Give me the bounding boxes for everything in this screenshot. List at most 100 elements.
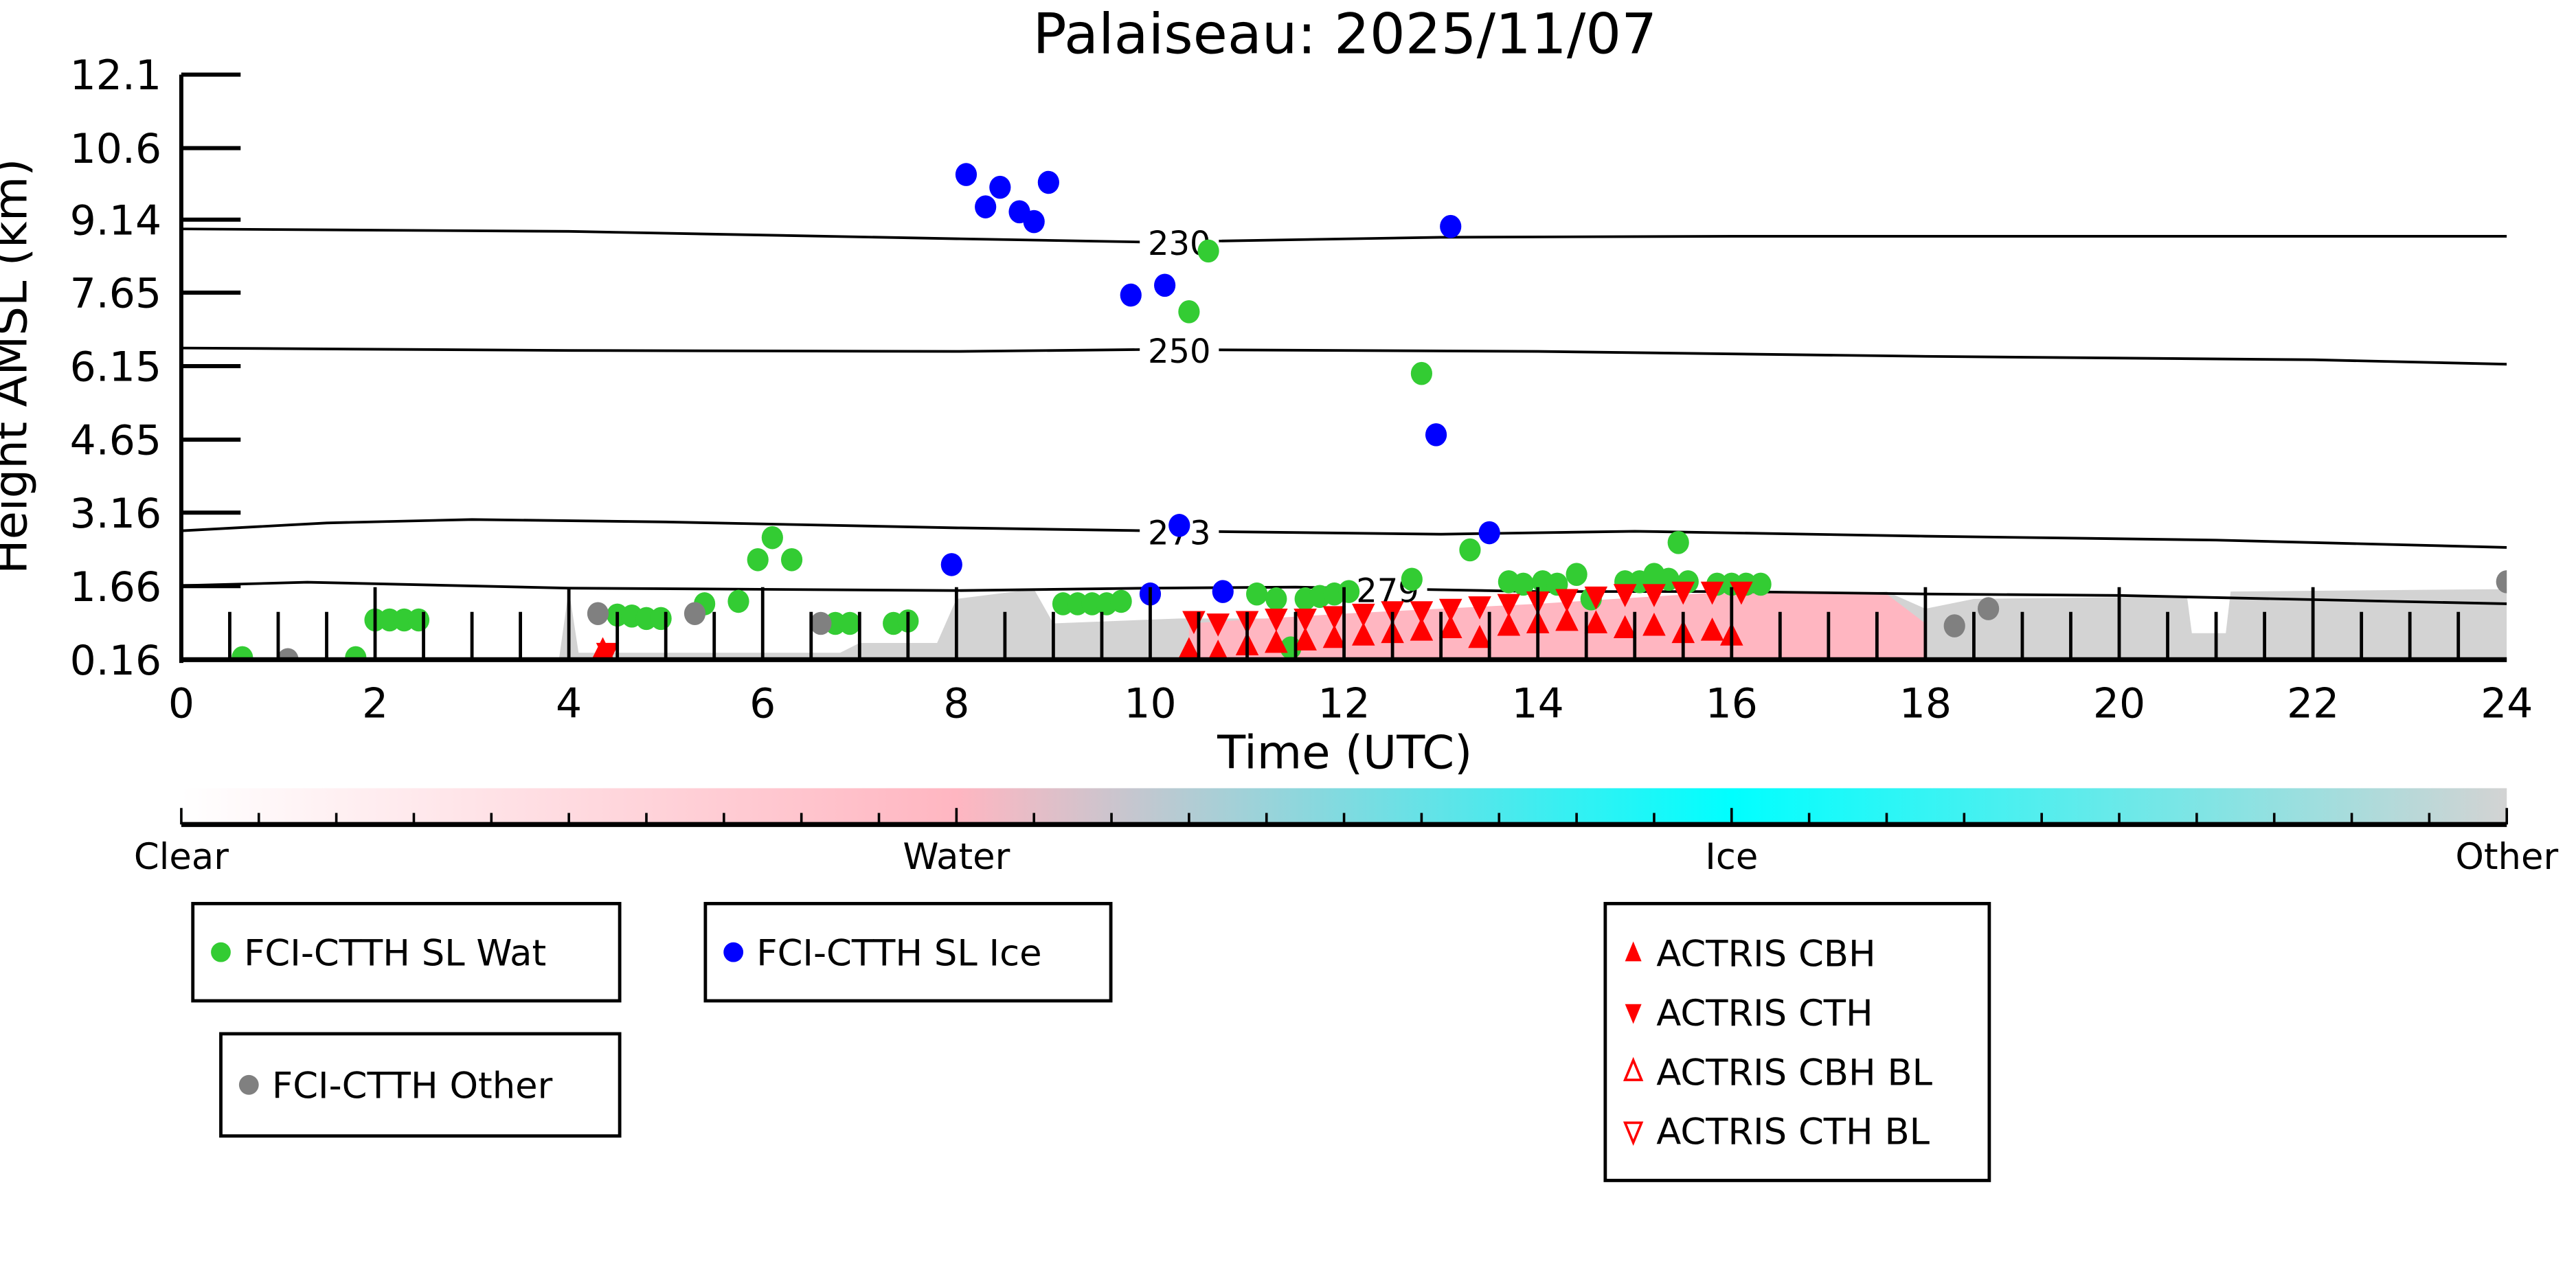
data-point-fci-ctth-other — [587, 602, 609, 626]
data-point-fci-ctth-sl-ice — [1154, 273, 1176, 297]
data-point-fci-ctth-sl-wat — [780, 547, 803, 572]
data-point-fci-ctth-sl-wat — [407, 608, 430, 632]
data-point-fci-ctth-sl-ice — [1037, 170, 1059, 194]
data-point-actris-cbh — [1410, 618, 1434, 641]
colorbar: Clear Water Ice Other — [134, 788, 2558, 878]
data-point-actris-cth — [1642, 584, 1666, 607]
legend-marker-icon — [1623, 1057, 1644, 1081]
legend-label: FCI-CTTH SL Ice — [756, 932, 1041, 974]
data-point-actris-cbh — [1642, 612, 1666, 636]
data-point-fci-ctth-sl-ice — [1212, 580, 1234, 603]
data-point-actris-cbh — [1265, 629, 1288, 653]
data-point-actris-cth — [1700, 581, 1724, 605]
colorbar-label: Ice — [1705, 836, 1758, 878]
legend-box — [1603, 901, 1991, 1182]
data-point-actris-cbh — [1700, 618, 1724, 641]
x-tick-label: 6 — [749, 679, 776, 727]
data-point-fci-ctth-sl-wat — [1178, 300, 1200, 324]
x-tick-label: 16 — [1706, 679, 1758, 727]
data-point-fci-ctth-sl-wat — [727, 589, 749, 613]
x-tick-label: 4 — [556, 679, 582, 727]
isotherm-230 — [181, 227, 2507, 244]
isotherm-250 — [181, 346, 2507, 366]
data-point-actris-cth — [1322, 606, 1346, 629]
data-point-fci-ctth-sl-wat — [1401, 567, 1423, 591]
data-point-actris-cth — [1497, 594, 1521, 618]
x-tick-label: 10 — [1124, 679, 1176, 727]
data-point-actris-cth — [1351, 603, 1375, 627]
data-point-actris-cbh — [1468, 624, 1491, 648]
data-point-actris-cbh — [1177, 637, 1201, 660]
data-point-actris-cbh — [1438, 615, 1462, 639]
data-point-fci-ctth-other — [2496, 570, 2507, 594]
x-tick-label: 22 — [2287, 679, 2339, 727]
data-point-fci-ctth-sl-ice — [989, 175, 1011, 199]
data-point-fci-ctth-sl-wat — [1667, 531, 1689, 554]
legend-marker-icon — [1625, 941, 1642, 962]
data-point-actris-cth — [1293, 608, 1317, 632]
y-tick-label: 1.66 — [70, 563, 162, 611]
legend-marker-icon — [1625, 1004, 1642, 1024]
data-point-fci-ctth-sl-wat — [1459, 538, 1481, 562]
plot-area: 230250273279 0.16 1.66 3.16 4.65 6.15 7.65 9.14… — [70, 52, 2533, 727]
chart-title: Palaiseau: 2025/11/07 — [1032, 1, 1657, 67]
y-tick-label: 7.65 — [70, 270, 162, 318]
y-tick-label: 3.16 — [70, 490, 162, 538]
y-tick-label: 12.1 — [70, 52, 162, 100]
data-point-actris-cth — [1671, 581, 1695, 605]
data-point-fci-ctth-sl-wat — [1338, 580, 1360, 603]
plot-content: 230250273279 — [181, 163, 2507, 660]
data-point-fci-ctth-sl-wat — [1110, 589, 1132, 613]
data-point-fci-ctth-sl-wat — [1512, 572, 1535, 596]
legend-label: ACTRIS CTH — [1656, 993, 1873, 1035]
legend-label: ACTRIS CTH BL — [1656, 1111, 1930, 1153]
data-point-fci-ctth-sl-ice — [1440, 214, 1462, 238]
data-point-fci-ctth-other — [277, 648, 299, 660]
data-point-actris-cth — [1265, 608, 1288, 632]
x-tick-label: 14 — [1512, 679, 1564, 727]
legends: FCI-CTTH SL Wat FCI-CTTH SL Ice FCI-CTTH O… — [191, 901, 1991, 1182]
data-point-actris-cth — [1468, 596, 1491, 620]
isotherm-279 — [181, 580, 2507, 605]
legend-label: ACTRIS CBH BL — [1656, 1052, 1932, 1094]
data-point-fci-ctth-sl-ice — [975, 195, 997, 218]
data-point-fci-ctth-sl-wat — [747, 547, 769, 572]
data-point-fci-ctth-sl-wat — [345, 646, 367, 660]
legend-box — [191, 901, 622, 1003]
data-point-actris-cth — [596, 642, 620, 660]
y-tick-label: 6.15 — [70, 343, 162, 392]
data-point-actris-cth — [1613, 584, 1637, 607]
data-point-fci-ctth-sl-wat — [1265, 587, 1287, 611]
data-point-fci-ctth-other — [683, 602, 706, 626]
x-tick-label: 8 — [943, 679, 969, 727]
colorbar-label: Other — [2455, 836, 2558, 878]
data-point-fci-ctth-other — [810, 611, 832, 635]
x-axis-label: Time (UTC) — [1217, 726, 1472, 780]
colorbar-label: Water — [903, 836, 1010, 878]
y-tick-label: 10.6 — [70, 125, 162, 173]
data-point-fci-ctth-sl-wat — [839, 611, 861, 635]
x-tick-label: 0 — [168, 679, 194, 727]
data-point-actris-cth — [1410, 601, 1434, 624]
data-point-actris-cth — [1438, 598, 1462, 622]
data-point-fci-ctth-sl-ice — [940, 553, 962, 576]
x-tick-label: 24 — [2481, 679, 2533, 727]
data-point-fci-ctth-other — [1943, 614, 1965, 637]
data-point-fci-ctth-sl-ice — [1023, 210, 1045, 234]
data-point-fci-ctth-sl-wat — [650, 607, 672, 631]
data-point-actris-cbh — [1613, 615, 1637, 639]
data-point-actris-cbh — [1322, 624, 1346, 648]
x-tick-label: 20 — [2093, 679, 2145, 727]
data-point-actris-cth — [1730, 581, 1753, 605]
data-point-fci-ctth-sl-ice — [1120, 283, 1142, 307]
legend-marker-icon — [211, 942, 231, 962]
x-tick-label: 12 — [1318, 679, 1370, 727]
legend-marker-icon — [723, 942, 744, 962]
legend-marker-icon — [1623, 1121, 1644, 1146]
isotherm-label: 250 — [1148, 332, 1211, 371]
data-point-fci-ctth-sl-ice — [1478, 521, 1500, 545]
legend-box — [703, 901, 1113, 1003]
isotherm-273 — [181, 518, 2507, 549]
data-point-actris-cbh — [1584, 610, 1608, 633]
